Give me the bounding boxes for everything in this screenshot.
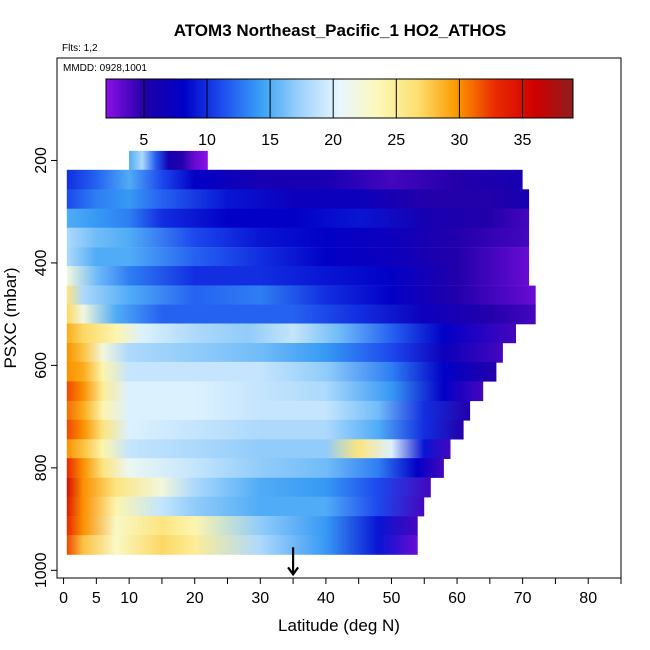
colorbar-tick-label: 15: [261, 132, 279, 149]
heatmap-row: [66, 400, 471, 421]
date-annotation: MMDD: 0928,1001: [63, 63, 147, 74]
colorbar-tick-label: 30: [451, 132, 469, 149]
heatmap-row: [66, 227, 530, 248]
x-tick-label: 20: [186, 590, 204, 607]
y-tick-label: 600: [33, 352, 50, 379]
x-tick-label: 30: [251, 590, 269, 607]
chart-title: ATOM3 Northeast_Pacific_1 HO2_ATHOS: [174, 21, 507, 40]
heatmap-row: [66, 477, 431, 498]
down-arrow-marker: [287, 547, 299, 577]
y-tick-label: 400: [33, 249, 50, 276]
heatmap-row: [66, 419, 464, 440]
x-tick-label: 80: [579, 590, 597, 607]
heatmap-row: [66, 285, 536, 306]
heatmap-row: [66, 323, 517, 344]
heatmap-row: [129, 150, 208, 171]
y-axis-label: PSXC (mbar): [1, 267, 20, 368]
x-tick-label: 40: [317, 590, 335, 607]
x-axis-label: Latitude (deg N): [278, 616, 400, 635]
heatmap-row: [66, 516, 418, 536]
heatmap-row: [66, 439, 451, 459]
colorbar-gradient: [105, 78, 574, 119]
heatmap-row: [66, 343, 503, 363]
colorbar-tick-label: 10: [198, 132, 216, 149]
x-tick-label: 70: [514, 590, 532, 607]
y-tick-label: 800: [33, 454, 50, 481]
colorbar: 5 10 15 20 25 30 35: [105, 78, 574, 149]
heatmap-row: [66, 208, 530, 229]
x-tick-label: 5: [92, 590, 101, 607]
plot-frame: [56, 57, 622, 579]
heatmap-cells: [66, 150, 536, 555]
heatmap-row: [66, 189, 530, 209]
colorbar-tick-label: 20: [324, 132, 342, 149]
heatmap-row: [66, 458, 444, 478]
flights-annotation: Flts: 1,2: [62, 43, 98, 54]
heatmap-row: [66, 535, 418, 555]
axes: 0 5 10 20 30 40 50 60 70 80 200 400 600 800 1000: [33, 147, 622, 607]
colorbar-tick-label: 35: [514, 132, 532, 149]
heatmap-row: [66, 304, 536, 325]
y-tick-label: 200: [33, 147, 50, 174]
heatmap-row: [66, 361, 497, 382]
colorbar-tick-label: 25: [387, 132, 405, 149]
x-tick-label: 60: [448, 590, 466, 607]
heatmap-row: [66, 169, 523, 190]
x-tick-label: 0: [59, 590, 68, 607]
heatmap-row: [66, 266, 530, 286]
y-tick-label: 1000: [33, 552, 50, 588]
arrow-head: [287, 566, 299, 577]
x-tick-label: 50: [383, 590, 401, 607]
heatmap-row: [66, 496, 425, 517]
heatmap-row: [66, 381, 484, 402]
heatmap-row: [66, 247, 530, 267]
colorbar-tick-label: 5: [139, 132, 148, 149]
x-tick-label: 10: [120, 590, 138, 607]
